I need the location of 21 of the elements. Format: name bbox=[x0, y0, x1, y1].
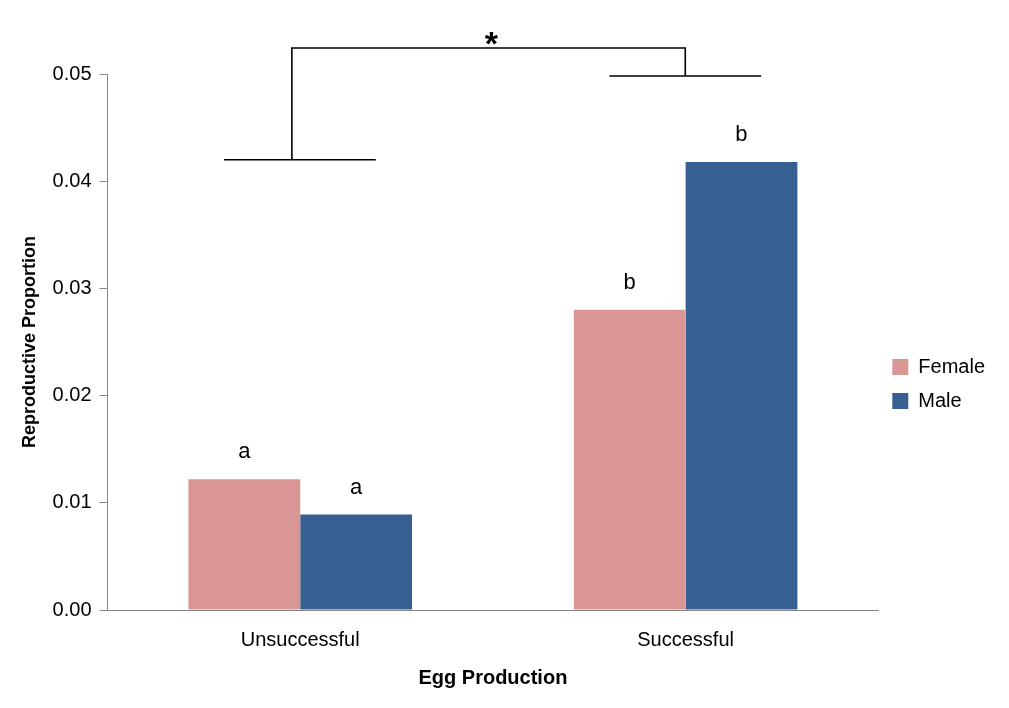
text: * bbox=[484, 24, 499, 63]
legend-label: Female bbox=[918, 354, 986, 377]
x-tick-label: Successful bbox=[637, 627, 734, 650]
annotation: a bbox=[238, 438, 252, 464]
legend-label: Male bbox=[918, 388, 962, 411]
x-axis-title: Egg Production bbox=[418, 665, 568, 688]
annotation: a bbox=[349, 473, 363, 499]
annotation: b bbox=[735, 120, 748, 146]
y-axis-title: Reproductive Proportion bbox=[18, 235, 39, 449]
x-tick-label: Unsuccessful bbox=[240, 627, 360, 650]
bar bbox=[685, 161, 798, 610]
y-tick-label: 0.02 bbox=[52, 383, 92, 406]
y-tick-label: 0.05 bbox=[52, 61, 92, 84]
bar bbox=[188, 479, 301, 610]
y-tick-label: 0.00 bbox=[52, 597, 92, 620]
y-tick-label: 0.01 bbox=[52, 490, 92, 513]
annotation: b bbox=[623, 268, 636, 294]
y-tick-label: 0.03 bbox=[52, 275, 92, 298]
y-tick-label: 0.04 bbox=[52, 168, 92, 191]
bar bbox=[300, 514, 412, 610]
bar bbox=[573, 309, 686, 610]
